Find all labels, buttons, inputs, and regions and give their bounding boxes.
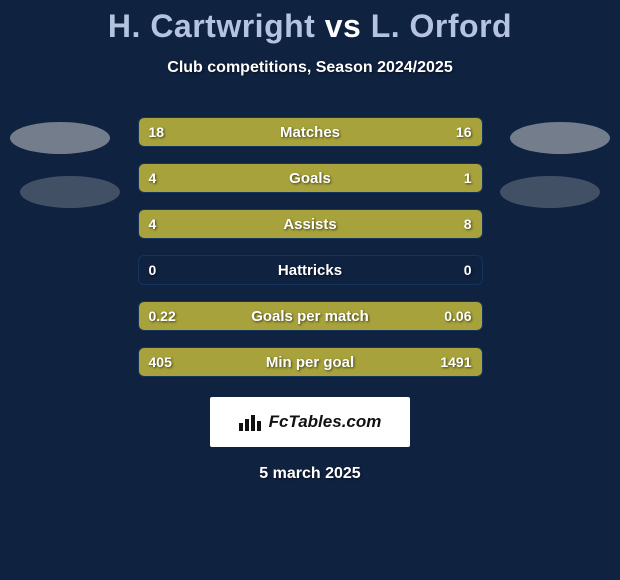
vs-text: vs [325,8,362,44]
stat-fill-right [214,348,482,376]
stat-row: 4051491Min per goal [138,347,483,377]
stat-fill-right [320,118,481,146]
stat-fill-right [255,210,481,238]
stat-fill-right [399,302,481,330]
stat-fill-left [139,210,256,238]
bars-icon [239,413,261,431]
player1-badge-top [10,122,110,154]
stat-fill-right [406,164,481,192]
stats-bars: 1816Matches 41Goals 48Assists 0 0Hattricks 0.… [138,117,483,377]
stat-value-left: 0 [139,256,167,284]
player2-badge-bottom [500,176,600,208]
stat-row: 0 0Hattricks [138,255,483,285]
stat-row: 48Assists [138,209,483,239]
player2-name: L. Orford [371,8,512,44]
subtitle: Club competitions, Season 2024/2025 [0,59,620,77]
stat-fill-left [139,164,407,192]
player1-name: H. Cartwright [108,8,315,44]
player1-badge-bottom [20,176,120,208]
stat-label: Hattricks [139,256,482,284]
source-badge: FcTables.com [210,397,410,447]
stat-fill-left [139,118,321,146]
page-title: H. Cartwright vs L. Orford [0,8,620,45]
stat-fill-left [139,348,214,376]
stat-row: 1816Matches [138,117,483,147]
source-badge-text: FcTables.com [269,412,382,432]
stat-row: 0.220.06Goals per match [138,301,483,331]
stat-fill-left [139,302,400,330]
date-text: 5 march 2025 [0,465,620,483]
player2-badge-top [510,122,610,154]
stat-value-right: 0 [454,256,482,284]
stat-row: 41Goals [138,163,483,193]
chart-container: H. Cartwright vs L. Orford Club competit… [0,0,620,483]
